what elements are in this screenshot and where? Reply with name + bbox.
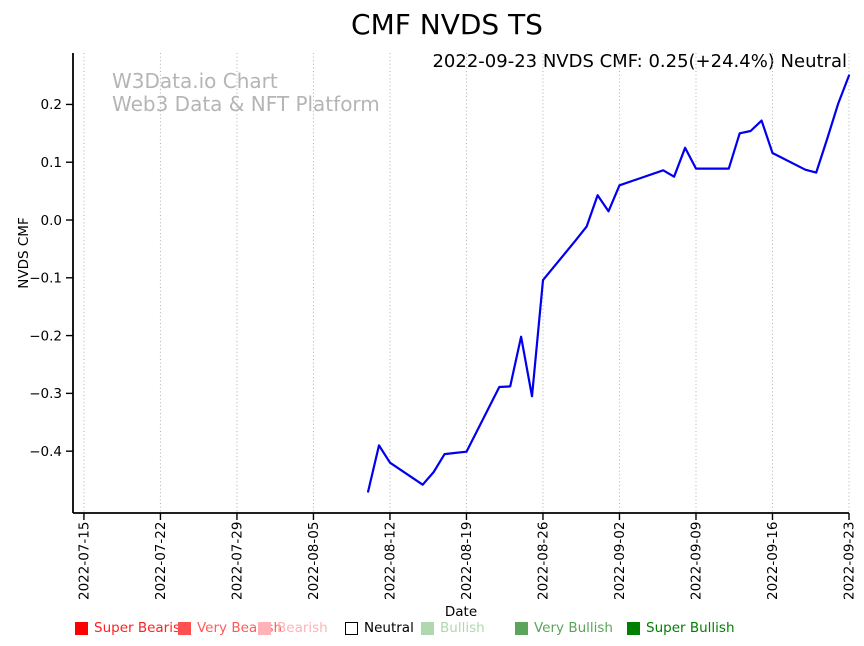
- legend-swatch: [421, 621, 434, 635]
- legend-label: Bearish: [277, 620, 328, 636]
- legend-swatch: [258, 621, 271, 635]
- cmf-line: [367, 74, 851, 493]
- latest-value-annotation: 2022-09-23 NVDS CMF: 0.25(+24.4%) Neutra…: [432, 51, 847, 72]
- x-tick-label: 2022-09-02: [612, 522, 628, 600]
- x-axis-label: Date: [444, 604, 478, 620]
- legend-item-super-bearish: Super Bearish: [75, 620, 189, 636]
- y-tick-label: −0.2: [29, 328, 62, 344]
- legend-item-super-bullish: Super Bullish: [627, 620, 735, 636]
- x-tick-label: 2022-08-05: [306, 522, 322, 600]
- legend: Super Bearish Very Bearish Bearish Neutral B…: [0, 620, 864, 644]
- legend-label: Bullish: [440, 620, 485, 636]
- y-tick-label: −0.1: [29, 271, 62, 287]
- x-tick-label: 2022-08-26: [535, 522, 551, 600]
- x-tick-label: 2022-09-23: [842, 522, 858, 600]
- legend-label: Neutral: [364, 620, 414, 636]
- x-tick-label: 2022-09-16: [765, 522, 781, 600]
- y-tick-label: 0.1: [41, 155, 62, 171]
- legend-swatch: [627, 621, 640, 635]
- y-tick-label: −0.4: [29, 444, 62, 460]
- legend-label: Super Bullish: [646, 620, 735, 636]
- x-tick-label: 2022-07-29: [229, 522, 245, 600]
- legend-item-bearish: Bearish: [258, 620, 328, 636]
- watermark-line-1: W3Data.io Chart: [112, 69, 278, 93]
- legend-swatch: [75, 621, 88, 635]
- watermark: W3Data.io Chart Web3 Data & NFT Platform: [112, 70, 380, 116]
- legend-swatch: [345, 621, 358, 635]
- watermark-line-2: Web3 Data & NFT Platform: [112, 92, 380, 116]
- legend-item-very-bullish: Very Bullish: [515, 620, 613, 636]
- x-tick-label: 2022-08-19: [459, 522, 475, 600]
- x-tick-label: 2022-07-22: [153, 522, 169, 600]
- chart-title: CMF NVDS TS: [351, 8, 543, 41]
- legend-swatch: [515, 621, 528, 635]
- legend-label: Very Bullish: [534, 620, 613, 636]
- y-tick-label: 0.2: [41, 97, 62, 113]
- x-tick-label: 2022-08-12: [382, 522, 398, 600]
- legend-item-bullish: Bullish: [421, 620, 485, 636]
- x-tick-label: 2022-07-15: [76, 522, 92, 600]
- y-tick-label: −0.3: [29, 386, 62, 402]
- legend-label: Super Bearish: [94, 620, 189, 636]
- x-tick-label: 2022-09-09: [688, 522, 704, 600]
- legend-item-neutral: Neutral: [345, 620, 414, 636]
- y-tick-label: 0.0: [41, 213, 62, 229]
- legend-swatch: [178, 621, 191, 635]
